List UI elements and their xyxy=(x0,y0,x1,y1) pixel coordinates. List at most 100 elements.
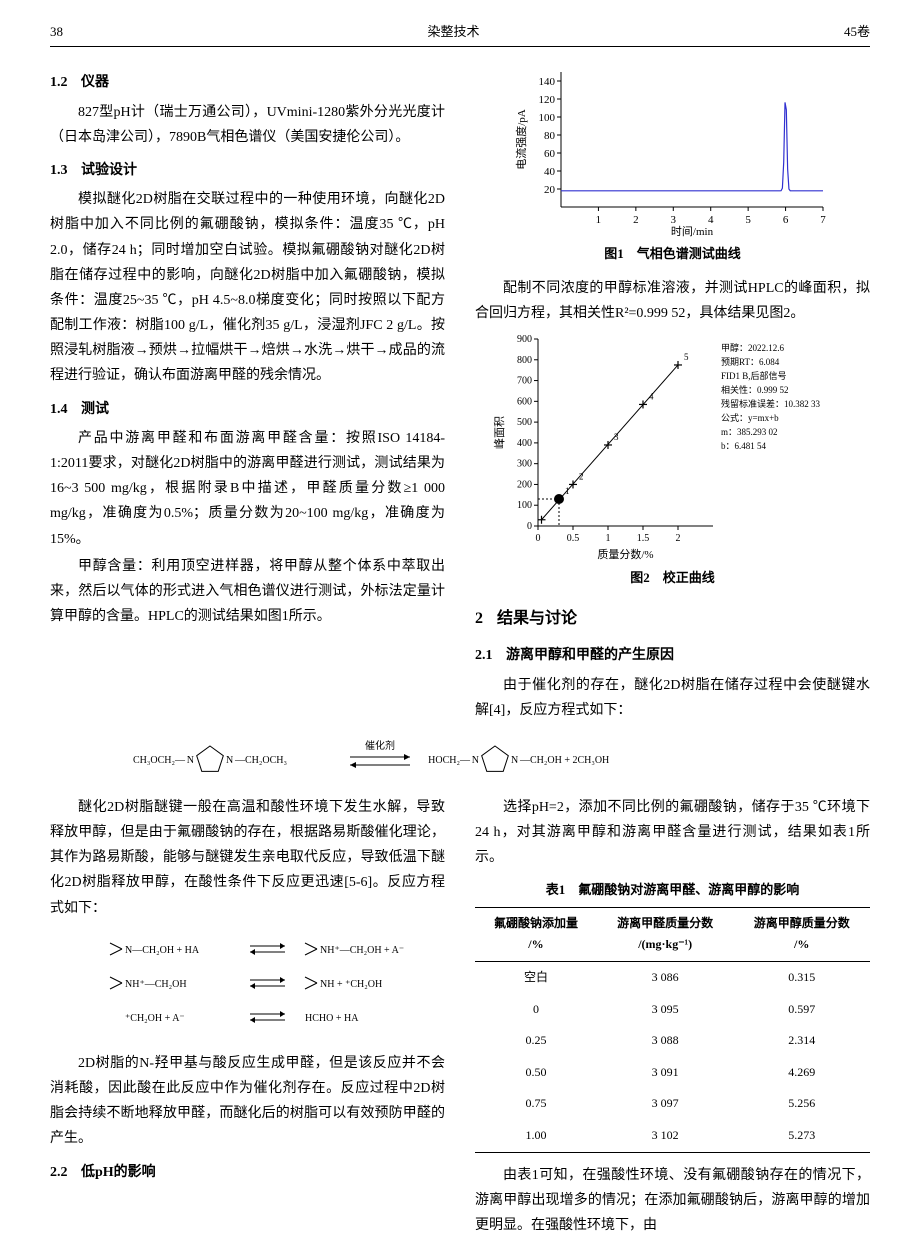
svg-text:N: N xyxy=(226,755,233,766)
table-row: 1.003 1025.273 xyxy=(475,1120,870,1152)
left-column: 1.2 仪器 827型pH计（瑞士万通公司），UVmini-1280紫外分光光度… xyxy=(50,62,445,725)
br-text2: 由表1可知，在强酸性环境、没有氟硼酸钠存在的情况下，游离甲醇出现增多的情况；在添… xyxy=(475,1163,870,1239)
svg-text:N: N xyxy=(472,755,479,766)
svg-text:4: 4 xyxy=(707,214,713,226)
right-column: 204060801001201401234567时间/min电流强度/pA 图1… xyxy=(475,62,870,725)
section-1-4: 1.4 测试 xyxy=(50,397,445,422)
s12-text: 827型pH计（瑞士万通公司），UVmini-1280紫外分光光度计（日本岛津公… xyxy=(50,100,445,150)
svg-text:5: 5 xyxy=(684,352,689,362)
section-2-2: 2.2 低pH的影响 xyxy=(50,1160,445,1185)
svg-text:100: 100 xyxy=(517,500,532,511)
section-2-1: 2.1 游离甲醇和甲醛的产生原因 xyxy=(475,643,870,668)
svg-text:0: 0 xyxy=(527,521,532,532)
table-1: 氟硼酸钠添加量/% 游离甲醛质量分数/(mg·kg⁻¹) 游离甲醇质量分数/% … xyxy=(475,907,870,1153)
bottom-right-column: 选择pH=2，添加不同比例的氟硼酸钠，储存于35 ℃环境下24 h，对其游离甲醇… xyxy=(475,795,870,1240)
svg-text:相关性：0.999 52: 相关性：0.999 52 xyxy=(721,384,789,395)
table-row: 0.253 0882.314 xyxy=(475,1025,870,1057)
svg-text:N—CH₂OH + HA: N—CH₂OH + HA xyxy=(125,945,200,956)
svg-text:40: 40 xyxy=(544,166,556,178)
table-row: 03 0950.597 xyxy=(475,994,870,1026)
svg-text:300: 300 xyxy=(517,459,532,470)
svg-text:电流强度/pA: 电流强度/pA xyxy=(514,110,528,171)
s14-text1: 产品中游离甲醛和布面游离甲醛含量：按照ISO 14184-1:2011要求，对醚… xyxy=(50,426,445,552)
table1-caption: 表1 氟硼酸钠对游离甲醛、游离甲醇的影响 xyxy=(475,878,870,901)
svg-text:峰面积: 峰面积 xyxy=(493,416,506,449)
svg-text:900: 900 xyxy=(517,334,532,345)
svg-text:2: 2 xyxy=(633,214,639,226)
svg-text:b：6.481 54: b：6.481 54 xyxy=(721,441,767,451)
figure-1-chart: 204060801001201401234567时间/min电流强度/pA xyxy=(475,67,870,237)
svg-text:—CH₂OH + 2CH₃OH: —CH₂OH + 2CH₃OH xyxy=(519,755,609,766)
svg-text:20: 20 xyxy=(544,184,556,196)
svg-text:80: 80 xyxy=(544,130,556,142)
svg-text:FID1 B,后部信号: FID1 B,后部信号 xyxy=(721,370,787,381)
reaction-scheme-2: N—CH₂OH + HA NH⁺—CH₂OH + A⁻ NH⁺—CH₂OH NH + … xyxy=(50,931,445,1041)
journal-name: 染整技术 xyxy=(427,20,479,43)
table-row: 空白3 0860.315 xyxy=(475,962,870,994)
svg-text:6: 6 xyxy=(782,214,788,226)
th-1: 游离甲醛质量分数/(mg·kg⁻¹) xyxy=(597,907,734,961)
s21-text: 由于催化剂的存在，醚化2D树脂在储存过程中会使醚键水解[4]，反应方程式如下： xyxy=(475,673,870,723)
svg-text:4: 4 xyxy=(649,392,654,402)
page-header: 38 染整技术 45卷 xyxy=(50,20,870,47)
svg-text:HCHO + HA: HCHO + HA xyxy=(305,1013,359,1024)
s14-text2: 甲醇含量：利用顶空进样器，将甲醇从整个体系中萃取出来，然后以气体的形式进入气相色… xyxy=(50,554,445,630)
reaction-scheme-1: CH₃OCH₂—NN—CH₂OCH₃催化剂HOCH₂—NN—CH₂OH + 2C… xyxy=(50,735,870,785)
svg-text:HOCH₂—: HOCH₂— xyxy=(428,755,471,766)
bl-text2: 2D树脂的N-羟甲基与酸反应生成甲醛，但是该反应并不会消耗酸，因此酸在此反应中作… xyxy=(50,1051,445,1152)
th-0: 氟硼酸钠添加量/% xyxy=(475,907,597,961)
svg-text:700: 700 xyxy=(517,376,532,387)
section-1-2: 1.2 仪器 xyxy=(50,70,445,95)
svg-text:时间/min: 时间/min xyxy=(670,225,713,237)
table-row: 0.503 0914.269 xyxy=(475,1057,870,1089)
page-number: 38 xyxy=(50,20,63,43)
svg-text:NH⁺—CH₂OH + A⁻: NH⁺—CH₂OH + A⁻ xyxy=(320,945,404,956)
svg-text:800: 800 xyxy=(517,355,532,366)
section-1-3: 1.3 试验设计 xyxy=(50,158,445,183)
svg-text:催化剂: 催化剂 xyxy=(365,739,395,752)
svg-text:1: 1 xyxy=(595,214,601,226)
svg-text:m：385.293 02: m：385.293 02 xyxy=(721,427,778,437)
svg-text:残留标准误差：10.382 33: 残留标准误差：10.382 33 xyxy=(721,398,821,409)
svg-text:600: 600 xyxy=(517,396,532,407)
svg-text:NH⁺—CH₂OH: NH⁺—CH₂OH xyxy=(125,979,187,990)
svg-text:N: N xyxy=(511,755,518,766)
svg-text:120: 120 xyxy=(538,94,555,106)
svg-text:1: 1 xyxy=(605,533,610,544)
svg-text:140: 140 xyxy=(538,76,555,88)
bottom-left-column: 醚化2D树脂醚键一般在高温和酸性环境下发生水解，导致释放甲醇，但是由于氟硼酸钠的… xyxy=(50,795,445,1240)
volume: 45卷 xyxy=(844,20,870,43)
svg-text:N: N xyxy=(187,755,194,766)
svg-text:公式：y=mx+b: 公式：y=mx+b xyxy=(721,412,779,423)
svg-text:—CH₂OCH₃: —CH₂OCH₃ xyxy=(234,755,287,766)
s13-text: 模拟醚化2D树脂在交联过程中的一种使用环境，向醚化2D树脂中加入不同比例的氟硼酸… xyxy=(50,187,445,389)
svg-text:0.5: 0.5 xyxy=(566,533,579,544)
svg-text:2: 2 xyxy=(579,472,584,482)
svg-text:7: 7 xyxy=(820,214,826,226)
svg-text:质量分数/%: 质量分数/% xyxy=(597,548,653,561)
svg-text:NH + ⁺CH₂OH: NH + ⁺CH₂OH xyxy=(320,979,382,990)
bl-text1: 醚化2D树脂醚键一般在高温和酸性环境下发生水解，导致释放甲醇，但是由于氟硼酸钠的… xyxy=(50,795,445,921)
svg-text:2: 2 xyxy=(675,533,680,544)
svg-text:3: 3 xyxy=(670,214,676,226)
svg-text:⁺CH₂OH + A⁻: ⁺CH₂OH + A⁻ xyxy=(125,1013,185,1024)
fig1-text: 配制不同浓度的甲醇标准溶液，并测试HPLC的峰面积，拟合回归方程，其相关性R²=… xyxy=(475,276,870,326)
svg-text:CH₃OCH₂—: CH₃OCH₂— xyxy=(133,755,186,766)
fig2-caption: 图2 校正曲线 xyxy=(475,566,870,589)
svg-text:甲醇：2022.12.6: 甲醇：2022.12.6 xyxy=(721,342,785,353)
fig1-caption: 图1 气相色谱测试曲线 xyxy=(475,242,870,265)
svg-text:1: 1 xyxy=(565,486,570,496)
table-row: 0.753 0975.256 xyxy=(475,1088,870,1120)
svg-text:400: 400 xyxy=(517,438,532,449)
svg-text:3: 3 xyxy=(614,432,619,442)
svg-text:200: 200 xyxy=(517,480,532,491)
svg-text:60: 60 xyxy=(544,148,556,160)
figure-2-chart: 010020030040050060070080090000.511.52123… xyxy=(475,331,870,561)
svg-text:预期RT：6.084: 预期RT：6.084 xyxy=(721,357,780,367)
svg-text:500: 500 xyxy=(517,417,532,428)
th-2: 游离甲醇质量分数/% xyxy=(733,907,870,961)
svg-text:1.5: 1.5 xyxy=(636,533,649,544)
svg-text:5: 5 xyxy=(745,214,751,226)
svg-text:0: 0 xyxy=(535,533,540,544)
br-text1: 选择pH=2，添加不同比例的氟硼酸钠，储存于35 ℃环境下24 h，对其游离甲醇… xyxy=(475,795,870,871)
